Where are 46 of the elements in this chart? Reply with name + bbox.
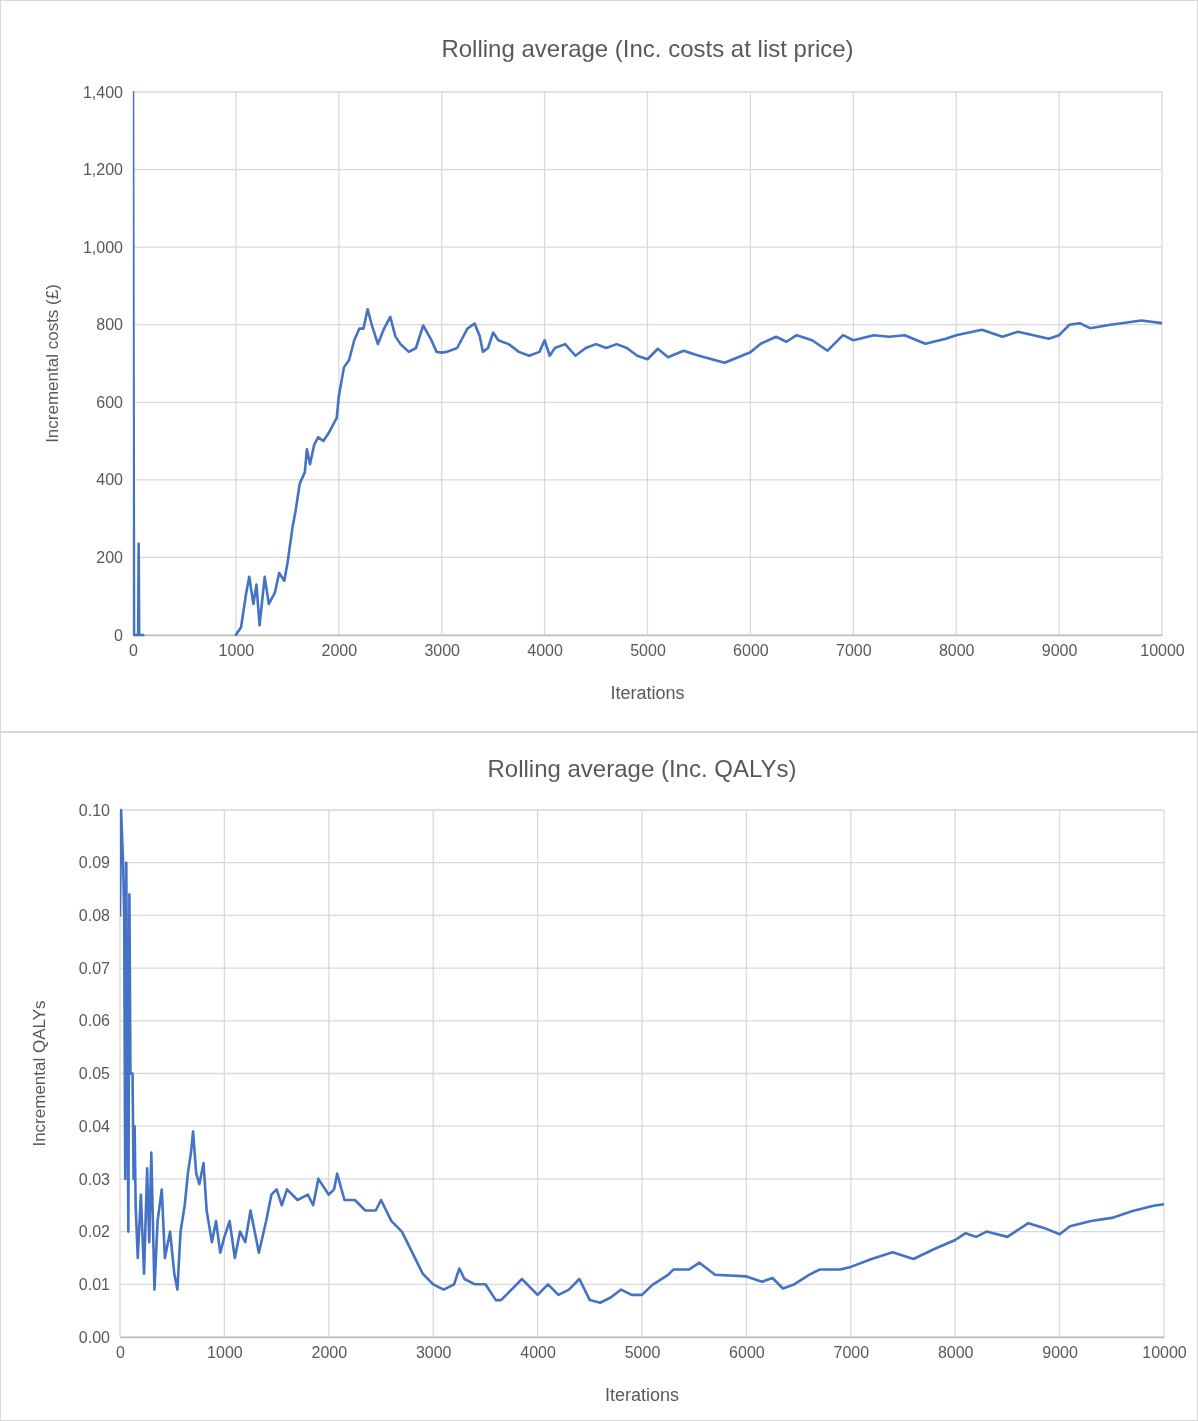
x-tick-label: 1000: [218, 642, 255, 660]
y-tick-label: 600: [96, 393, 124, 411]
y-tick-label: 0.05: [78, 1065, 111, 1083]
x-axis-title: Iterations: [604, 1385, 680, 1405]
x-axis-title: Iterations: [610, 683, 685, 703]
x-tick-label: 10000: [1142, 1344, 1187, 1362]
x-tick-label: 8000: [937, 1344, 974, 1362]
y-tick-label: 0.03: [78, 1170, 111, 1188]
y-tick-label: 0.07: [78, 959, 111, 977]
y-tick-label: 800: [96, 316, 124, 334]
y-tick-label: 0.00: [78, 1328, 111, 1346]
x-tick-label: 7000: [836, 642, 872, 660]
y-tick-label: 0.10: [78, 801, 111, 819]
x-tick-label: 0: [129, 642, 139, 660]
y-tick-label: 400: [96, 471, 124, 489]
chart-title: Rolling average (Inc. costs at list price): [441, 35, 854, 62]
x-tick-label: 3000: [415, 1344, 452, 1362]
y-tick-label: 0: [114, 626, 124, 644]
y-tick-label: 0.01: [78, 1275, 111, 1293]
y-tick-label: 0.04: [78, 1117, 111, 1135]
y-tick-label: 200: [96, 549, 124, 567]
x-tick-label: 9000: [1042, 1344, 1078, 1362]
y-tick-label: 1,400: [82, 83, 124, 101]
x-tick-label: 5000: [630, 642, 666, 660]
y-tick-label: 0.09: [78, 854, 111, 872]
y-axis-title: Incremental QALYs: [30, 1000, 49, 1147]
x-tick-label: 7000: [833, 1344, 870, 1362]
chart-title: Rolling average (Inc. QALYs): [487, 755, 797, 782]
y-tick-label: 0.06: [78, 1012, 111, 1030]
x-tick-label: 10000: [1140, 642, 1185, 660]
x-tick-label: 4000: [527, 642, 563, 660]
y-axis-title: Incremental costs (£): [43, 284, 62, 443]
y-tick-label: 0.02: [78, 1223, 111, 1241]
x-tick-label: 2000: [311, 1344, 348, 1362]
y-tick-label: 1,000: [82, 238, 124, 256]
x-tick-label: 8000: [938, 642, 975, 660]
x-tick-label: 6000: [733, 642, 769, 660]
y-tick-label: 0.08: [78, 907, 111, 925]
y-tick-label: 1,200: [82, 161, 124, 179]
x-tick-label: 5000: [624, 1344, 661, 1362]
x-tick-label: 9000: [1041, 642, 1078, 660]
x-tick-label: 1000: [207, 1344, 243, 1362]
x-tick-label: 4000: [520, 1344, 556, 1362]
x-tick-label: 2000: [321, 642, 358, 660]
x-tick-label: 6000: [729, 1344, 765, 1362]
x-tick-label: 3000: [424, 642, 461, 660]
